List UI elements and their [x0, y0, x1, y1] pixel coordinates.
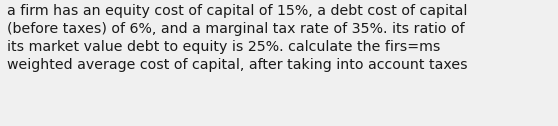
Text: a firm has an equity cost of capital of 15%, a debt cost of capital
(before taxe: a firm has an equity cost of capital of … [7, 4, 467, 72]
